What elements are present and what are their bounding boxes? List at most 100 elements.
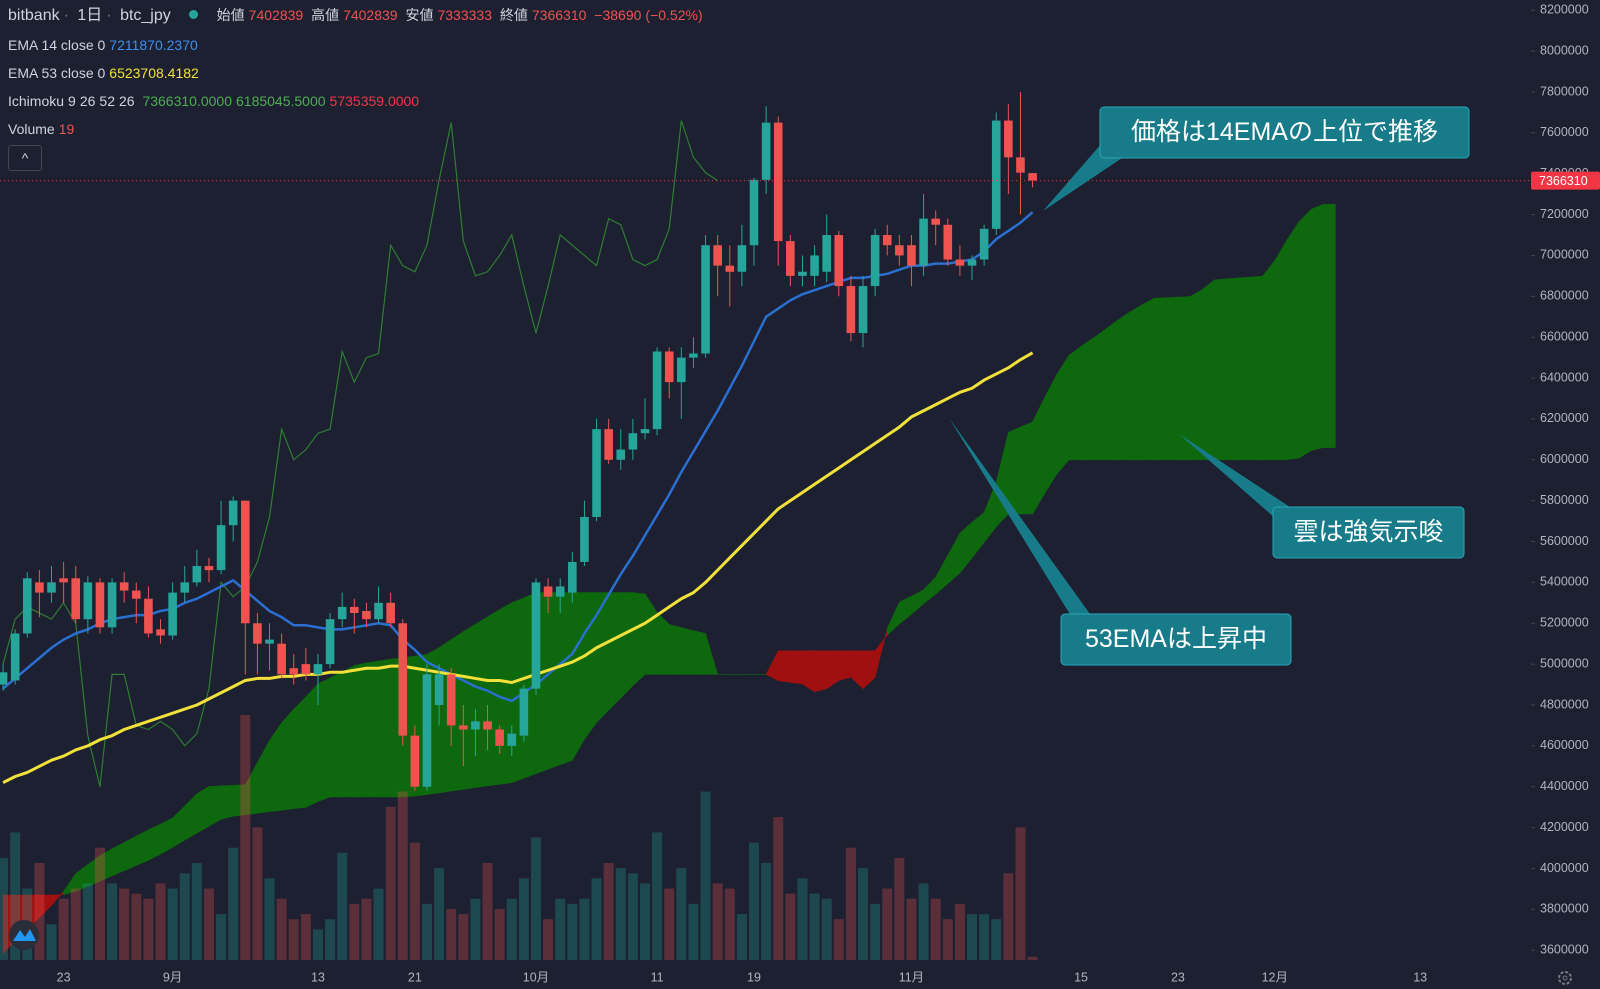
volume-bar (652, 832, 663, 960)
candle-body (979, 228, 989, 260)
volume-bar (155, 883, 166, 960)
close-label: 終値 (499, 7, 528, 23)
y-tick-label: 5400000 (1540, 575, 1589, 589)
indicator-name: EMA 53 close 0 (8, 65, 106, 81)
candle-body (47, 582, 56, 593)
cloud-segment (184, 793, 198, 841)
candle-body (459, 725, 468, 730)
candle-body (59, 578, 68, 583)
volume-bar (991, 919, 1002, 960)
cloud-segment (1129, 304, 1142, 461)
cloud-segment (547, 592, 561, 770)
cloud-segment (1032, 397, 1045, 515)
param: 26 (118, 93, 135, 109)
candle-body (507, 733, 517, 746)
cloud-segment (1201, 279, 1215, 461)
candle-body (483, 721, 492, 730)
cloud-segment (814, 650, 827, 693)
candle-body (725, 265, 735, 272)
gear (1558, 971, 1572, 985)
cloud-segment (111, 842, 125, 877)
y-tick-label: 7000000 (1540, 248, 1589, 262)
volume-bar (107, 883, 118, 960)
indicator-value: 7211870.2370 (109, 37, 198, 53)
callout-text: 価格は14EMAの上位で推移 (1131, 118, 1438, 146)
change-pct: (−0.52%) (645, 7, 703, 23)
cloud-segment (668, 624, 682, 675)
candle-body (664, 351, 674, 383)
price-tag (1531, 171, 1600, 190)
x-tick-label: 21 (408, 970, 422, 984)
y-tick-label: 8000000 (1540, 43, 1589, 57)
volume-bar (1027, 956, 1038, 960)
candle-body (798, 271, 807, 276)
volume-bar (131, 893, 142, 960)
lagging-span (2, 120, 718, 787)
x-tick-label: 10月 (523, 970, 549, 984)
x-tick-label: 15 (1074, 970, 1088, 984)
param: 26 (79, 93, 96, 109)
candle-body (192, 566, 202, 583)
volume-bar (882, 888, 893, 960)
volume-bar (809, 893, 820, 960)
y-tick-label: 6600000 (1540, 329, 1589, 343)
candle-body (180, 582, 190, 593)
cloud-segment (959, 521, 973, 574)
cloud-segment (160, 817, 173, 855)
candle-body (822, 234, 831, 272)
volume-bar (833, 919, 844, 960)
y-tick-label: 8200000 (1540, 3, 1589, 17)
candle-body (204, 566, 214, 571)
candle-body (410, 735, 420, 787)
cloud-segment (135, 829, 149, 866)
indicator-name: Volume (8, 121, 55, 137)
cloud-segment (1286, 220, 1300, 461)
cloud-segment (305, 683, 319, 808)
cloud-segment (123, 835, 137, 872)
cloud-segment (329, 671, 343, 798)
cloud-segment (995, 432, 1009, 528)
cloud-segment (1274, 239, 1288, 461)
candle-body (858, 286, 868, 334)
ichimoku-legend: Ichimoku 9 26 52 26 7366310.0000 6185045.5000… (8, 91, 423, 111)
cloud-segment (1226, 277, 1239, 461)
cloud-segment (341, 665, 355, 798)
volume-bar (821, 898, 832, 960)
y-tick-label: 3600000 (1540, 943, 1589, 957)
candle-body (555, 586, 565, 597)
cloud-segment (354, 662, 367, 798)
volume-bar (518, 878, 529, 960)
indicator-name: Ichimoku (8, 93, 65, 109)
candle-body (277, 643, 286, 675)
candle-body (640, 429, 650, 434)
candle-body (907, 245, 916, 266)
volume-bar (664, 888, 675, 960)
volume-bar (203, 888, 214, 960)
volume-bar (143, 898, 154, 960)
cloud-segment (1141, 297, 1154, 461)
logo[interactable] (9, 920, 39, 950)
indicator-name: EMA 14 close 0 (8, 37, 106, 53)
settings-button[interactable] (1558, 971, 1572, 985)
candle-body (689, 353, 698, 358)
candle-body (870, 234, 880, 287)
candle-body (628, 433, 638, 450)
y-tick-label: 6000000 (1540, 452, 1589, 466)
volume-bar (1003, 873, 1014, 960)
cloud-segment (148, 823, 161, 861)
volume-bar (627, 873, 638, 960)
volume-bar (458, 914, 469, 960)
cloud-segment (257, 740, 270, 814)
volume-bar (700, 791, 711, 960)
candle-body (144, 598, 153, 634)
collapse-button[interactable]: ^ (8, 145, 42, 171)
candle-body (943, 224, 953, 260)
volume-bar (579, 898, 590, 960)
ema14-legend: EMA 14 close 0 7211870.2370 (8, 35, 202, 55)
cloud-segment (777, 650, 791, 683)
cloud-segment (923, 576, 936, 605)
volume-bar (845, 847, 856, 960)
x-tick-label: 13 (311, 970, 325, 984)
cloud-segment (765, 650, 779, 682)
candle-body (22, 578, 32, 634)
